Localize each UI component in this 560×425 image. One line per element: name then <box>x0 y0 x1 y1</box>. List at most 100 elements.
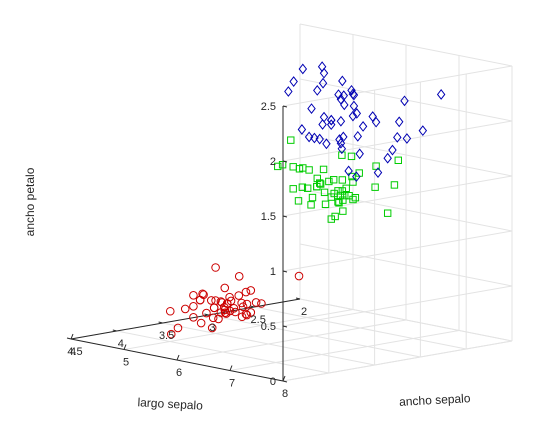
data-point-diamond <box>373 167 383 179</box>
x-axis-label: largo sepalo <box>137 395 203 412</box>
x-tick-mark <box>282 375 286 382</box>
data-point-square <box>313 182 321 191</box>
data-point-circle <box>238 302 248 312</box>
data-point-diamond <box>355 148 364 160</box>
data-point-square <box>349 178 357 186</box>
y-tick-label: 2.5 <box>251 314 266 326</box>
data-point-diamond <box>338 75 347 87</box>
data-point-circle <box>294 271 304 281</box>
data-point-square <box>335 199 343 207</box>
data-point-square <box>390 181 399 189</box>
data-point-square <box>383 209 392 217</box>
data-point-diamond <box>336 115 346 127</box>
data-point-diamond <box>297 124 307 135</box>
data-point-circle <box>165 306 175 316</box>
data-point-circle <box>246 308 256 317</box>
data-point-square <box>342 184 350 193</box>
data-point-circle <box>246 286 256 295</box>
data-point-square <box>351 194 360 202</box>
data-point-diamond <box>368 111 377 122</box>
data-point-diamond <box>313 84 322 96</box>
data-point-circle <box>237 298 246 308</box>
y-tick-label: 4.5 <box>67 346 82 358</box>
data-point-square <box>278 161 287 169</box>
data-point-circle <box>189 302 198 311</box>
data-point-circle <box>231 307 240 317</box>
data-point-circle <box>257 299 266 308</box>
z-tick-label: 2 <box>270 156 276 168</box>
y-tick-mark <box>158 321 163 324</box>
x-tick-mark <box>123 344 127 350</box>
floor-grid-line <box>229 330 460 371</box>
data-point-diamond <box>304 131 314 143</box>
data-point-circle <box>173 323 183 333</box>
data-point-circle <box>211 263 220 272</box>
data-point-diamond <box>318 77 328 89</box>
data-point-square <box>341 191 349 200</box>
data-point-square <box>289 185 297 193</box>
data-point-diamond <box>348 110 358 122</box>
data-point-circle <box>211 296 220 305</box>
x-tick-label: 4 <box>70 346 76 358</box>
data-point-diamond <box>383 152 392 164</box>
wall-grid-line <box>299 23 513 67</box>
y-tick-mark <box>112 329 117 332</box>
data-point-square <box>331 212 339 221</box>
wall-grid-line <box>299 78 513 122</box>
data-point-square <box>320 188 329 197</box>
data-point-diamond <box>436 89 446 100</box>
data-point-diamond <box>337 143 347 155</box>
data-point-diamond <box>319 111 329 123</box>
x-tick-label: 6 <box>176 367 182 379</box>
x-tick-label: 8 <box>282 388 288 400</box>
data-point-diamond <box>327 114 336 126</box>
data-point-circle <box>198 289 207 299</box>
z-tick-label: 2.5 <box>261 101 276 113</box>
data-point-circle <box>229 304 239 313</box>
data-point-diamond <box>298 63 308 75</box>
z-tick-label: 0.5 <box>261 321 276 333</box>
data-point-diamond <box>400 95 409 107</box>
x-tick-label: 5 <box>123 357 129 369</box>
z-tick-mark <box>282 105 288 108</box>
floor-grid-line <box>162 322 375 366</box>
data-point-circle <box>166 329 176 339</box>
data-point-circle <box>216 297 226 306</box>
data-point-circle <box>207 323 217 333</box>
floor-grid-line <box>254 306 467 350</box>
data-point-square <box>372 162 380 170</box>
z-axis-label: ancho petalo <box>23 167 37 236</box>
floor-grid-line <box>208 314 421 358</box>
wall-grid-line <box>299 298 513 342</box>
data-point-circle <box>220 308 230 317</box>
data-point-circle <box>220 283 230 293</box>
data-point-diamond <box>394 116 404 128</box>
data-point-circle <box>217 298 227 307</box>
data-point-square <box>327 215 335 223</box>
data-point-circle <box>251 298 261 307</box>
data-point-diamond <box>402 133 412 144</box>
data-point-square <box>303 184 312 192</box>
data-point-square <box>394 156 402 165</box>
z-tick-mark <box>282 380 288 383</box>
data-point-diamond <box>289 76 298 87</box>
wall-grid-line <box>282 65 513 107</box>
data-point-circle <box>180 304 190 314</box>
z-tick-mark <box>282 160 288 163</box>
data-point-circle <box>234 291 244 300</box>
data-point-circle <box>209 303 219 313</box>
data-point-square <box>347 152 356 161</box>
data-point-circle <box>189 313 198 322</box>
data-point-square <box>338 187 347 195</box>
data-point-square <box>287 136 295 144</box>
data-point-square <box>330 176 338 184</box>
data-point-diamond <box>418 125 428 137</box>
data-point-diamond <box>307 103 316 115</box>
x-tick-mark <box>70 333 74 340</box>
y-tick-mark <box>204 313 209 316</box>
data-point-diamond <box>344 165 353 177</box>
x-tick-mark <box>176 354 180 361</box>
data-point-square <box>339 207 347 215</box>
